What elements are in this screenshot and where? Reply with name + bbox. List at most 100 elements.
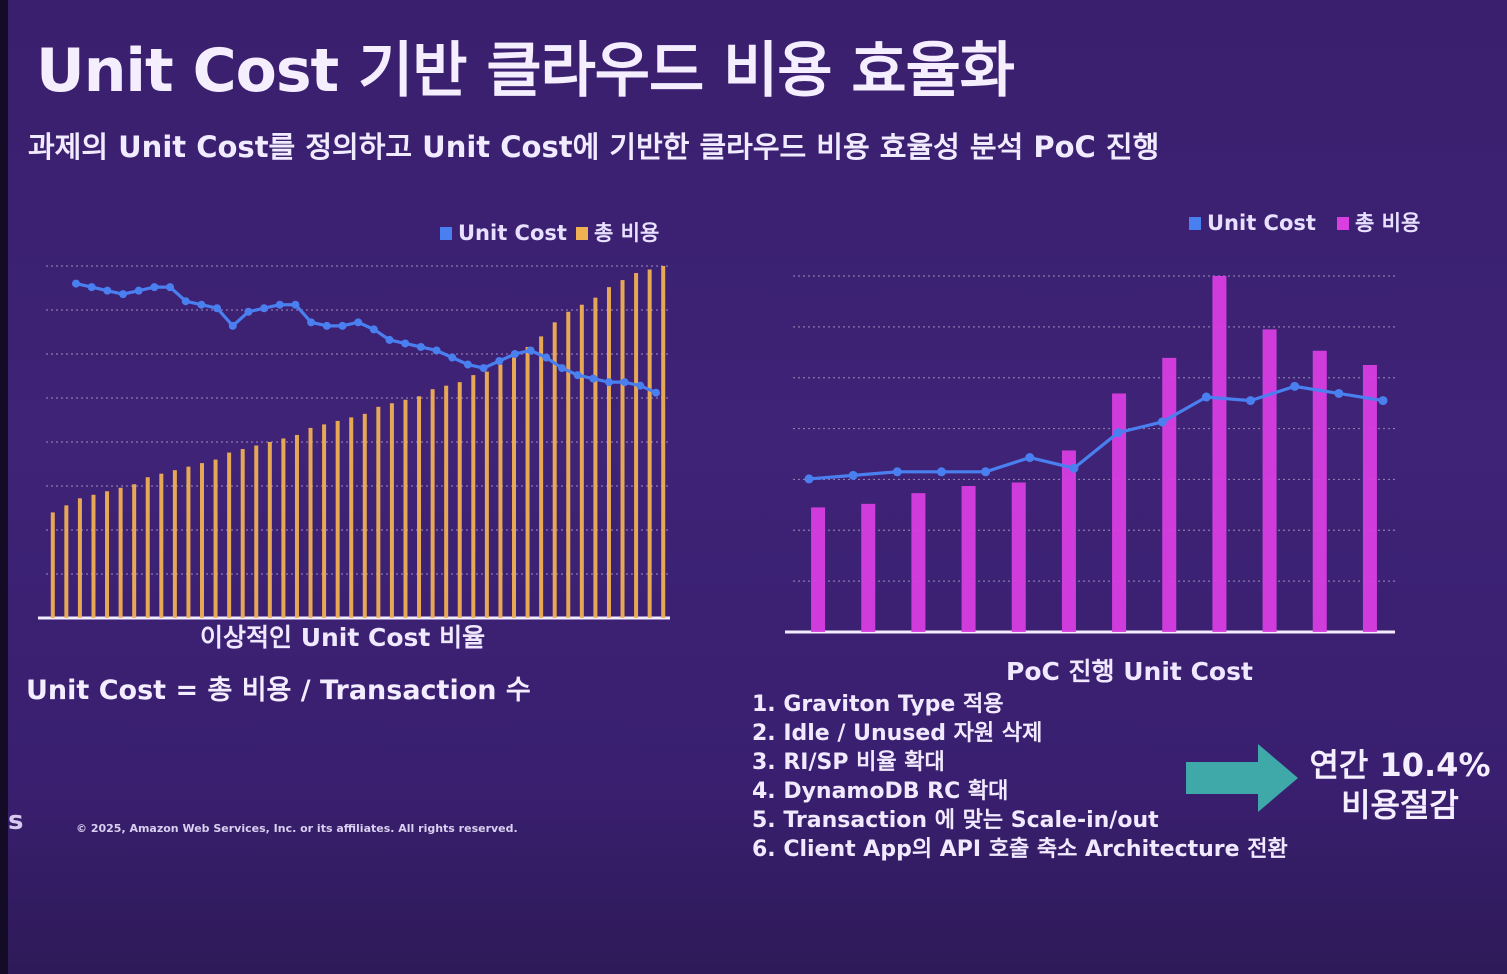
- total-cost-bar: [308, 427, 313, 618]
- unit-cost-point: [322, 321, 331, 330]
- legend-swatch-unit-cost: [440, 227, 452, 240]
- unit-cost-point: [401, 339, 410, 348]
- total-cost-bar: [267, 442, 272, 618]
- unit-cost-point: [604, 378, 613, 387]
- poc-unit-cost-chart: Unit Cost 총 비용: [785, 211, 1420, 634]
- slide-edge: [0, 0, 8, 974]
- unit-cost-point: [936, 467, 946, 477]
- total-cost-bar: [498, 364, 503, 618]
- total-cost-bar: [1112, 393, 1127, 632]
- total-cost-bar: [620, 280, 625, 618]
- slide-subtitle: 과제의 Unit Cost를 정의하고 Unit Cost에 기반한 클라우드 …: [28, 130, 1160, 164]
- savings-label: 비용절감: [1341, 786, 1459, 824]
- total-cost-bar: [444, 385, 449, 618]
- total-cost-bar: [1061, 450, 1076, 632]
- unit-cost-point: [652, 388, 660, 397]
- unit-cost-point: [213, 304, 222, 313]
- total-cost-bar: [430, 389, 435, 618]
- unit-cost-point: [432, 346, 441, 355]
- total-cost-bar: [417, 396, 422, 618]
- total-cost-bar: [861, 503, 876, 632]
- total-cost-bar: [389, 403, 394, 618]
- total-cost-bar: [213, 459, 218, 618]
- step-item: 2. Idle / Unused 자원 삭제: [752, 721, 1043, 746]
- unit-cost-point: [291, 300, 300, 309]
- unit-cost-point: [1025, 453, 1035, 463]
- legend-swatch-unit-cost: [1189, 217, 1201, 230]
- step-item: 5. Transaction 에 맞는 Scale-in/out: [752, 808, 1159, 833]
- legend-label-total-cost: 총 비용: [594, 221, 659, 245]
- total-cost-bar: [457, 382, 462, 618]
- unit-cost-point: [463, 360, 472, 369]
- total-cost-bar: [512, 357, 516, 618]
- unit-cost-point: [981, 467, 991, 477]
- unit-cost-point: [448, 353, 457, 362]
- total-cost-bar: [91, 494, 96, 618]
- total-cost-bar: [254, 445, 259, 618]
- right-chart-caption: PoC 진행 Unit Cost: [1006, 657, 1253, 686]
- unit-cost-point: [542, 353, 551, 362]
- aws-logo-fragment: s: [8, 806, 24, 836]
- total-cost-bar: [661, 266, 666, 618]
- unit-cost-point: [1334, 388, 1344, 398]
- total-cost-bar: [566, 311, 571, 618]
- unit-cost-point: [150, 283, 159, 292]
- total-cost-bar: [186, 466, 191, 618]
- step-item: 1. Graviton Type 적용: [752, 692, 1004, 717]
- total-cost-bar: [159, 473, 164, 618]
- unit-cost-point: [416, 342, 425, 351]
- unit-cost-point: [134, 286, 143, 295]
- total-cost-bar: [606, 287, 611, 618]
- unit-cost-point: [1378, 396, 1388, 406]
- unit-cost-point: [1157, 417, 1167, 427]
- total-cost-bar: [593, 297, 598, 618]
- total-cost-bar: [1362, 365, 1377, 632]
- total-cost-bar: [64, 505, 69, 618]
- unit-cost-point: [181, 297, 190, 306]
- total-cost-bar: [525, 346, 530, 618]
- left-chart-caption: 이상적인 Unit Cost 비율: [200, 623, 486, 652]
- unit-cost-point: [338, 321, 347, 330]
- total-cost-bar: [1262, 329, 1277, 632]
- unit-cost-point: [244, 307, 253, 316]
- unit-cost-point: [87, 283, 96, 292]
- total-cost-bar: [911, 493, 926, 632]
- unit-cost-point: [354, 318, 363, 327]
- total-cost-bar: [335, 420, 340, 618]
- unit-cost-point: [1246, 396, 1256, 406]
- total-cost-bar: [132, 484, 137, 618]
- step-item: 3. RI/SP 비율 확대: [752, 750, 945, 775]
- unit-cost-point: [892, 467, 902, 477]
- unit-cost-point: [1113, 428, 1123, 438]
- unit-cost-point: [557, 364, 566, 373]
- step-item: 6. Client App의 API 호출 축소 Architecture 전환: [752, 837, 1288, 862]
- unit-cost-point: [228, 321, 237, 330]
- total-cost-bar: [294, 434, 299, 618]
- total-cost-bar: [811, 507, 826, 632]
- unit-cost-point: [197, 300, 206, 309]
- total-cost-bar: [105, 491, 110, 618]
- unit-cost-point: [72, 279, 80, 288]
- unit-cost-point: [1290, 381, 1300, 391]
- total-cost-bar: [579, 304, 584, 618]
- unit-cost-point: [479, 364, 488, 373]
- total-cost-bar: [1162, 357, 1177, 632]
- total-cost-bar: [322, 424, 327, 618]
- unit-cost-point: [804, 474, 814, 484]
- slide-title: Unit Cost 기반 클라우드 비용 효율화: [36, 36, 1015, 106]
- legend-label-unit-cost: Unit Cost: [458, 221, 567, 245]
- unit-cost-line: [808, 384, 1384, 481]
- total-cost-bar: [1312, 350, 1327, 632]
- total-cost-bar: [172, 470, 177, 618]
- unit-cost-point: [1069, 463, 1079, 473]
- total-cost-bar: [200, 463, 204, 618]
- unit-cost-point: [369, 325, 378, 334]
- total-cost-bar: [403, 399, 408, 618]
- total-cost-bar: [349, 417, 354, 618]
- unit-cost-point: [385, 335, 394, 344]
- total-cost-bar: [376, 406, 381, 618]
- total-cost-bar: [145, 477, 150, 618]
- total-cost-bar: [362, 413, 367, 618]
- total-cost-bar: [227, 452, 232, 618]
- unit-cost-point: [526, 346, 535, 355]
